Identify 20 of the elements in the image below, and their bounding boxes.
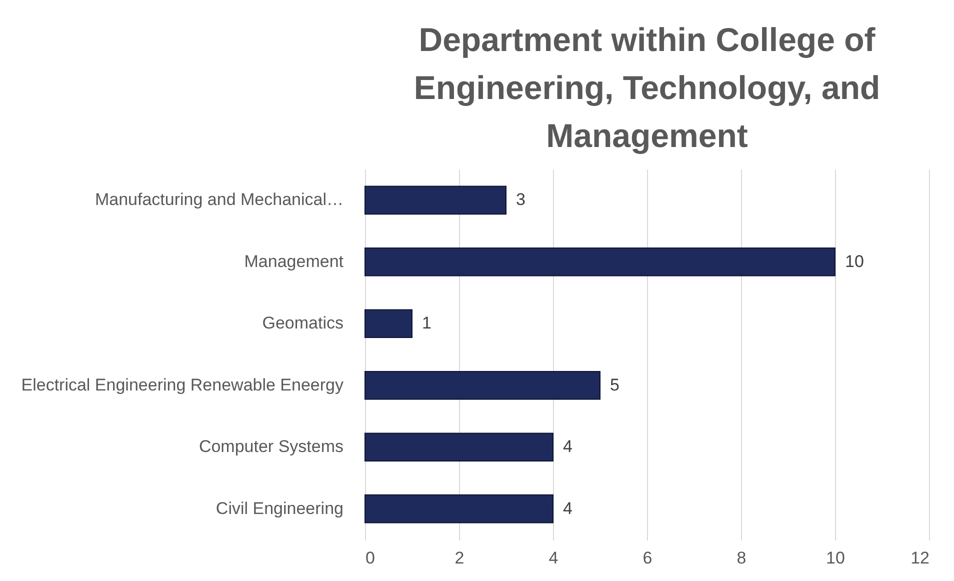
data-label: 4 bbox=[563, 498, 572, 518]
data-label: 3 bbox=[516, 190, 526, 210]
chart-title: Department within College of Engineering, Technology, and Management bbox=[414, 21, 880, 154]
data-label: 4 bbox=[563, 437, 572, 456]
data-label: 5 bbox=[610, 375, 620, 394]
y-tick-label: Computer Systems bbox=[198, 437, 344, 456]
y-tick-label: Civil Engineering bbox=[216, 498, 344, 518]
x-tick-label: 6 bbox=[642, 548, 652, 568]
y-tick-label: Electrical Engineering Renewable Eneergy bbox=[21, 375, 344, 394]
x-tick-label: 2 bbox=[454, 548, 464, 568]
data-label: 10 bbox=[845, 252, 864, 271]
x-tick-label: 8 bbox=[736, 548, 746, 568]
y-tick-label: Manufacturing and Mechanical… bbox=[94, 190, 344, 210]
x-tick-label: 10 bbox=[826, 548, 845, 568]
x-tick-label: 4 bbox=[548, 548, 558, 568]
x-tick-label: 12 bbox=[910, 548, 930, 568]
data-label: 1 bbox=[422, 314, 432, 333]
y-tick-label: Geomatics bbox=[262, 314, 344, 333]
y-tick-label: Management bbox=[244, 252, 344, 271]
x-tick-label: 0 bbox=[366, 548, 375, 568]
